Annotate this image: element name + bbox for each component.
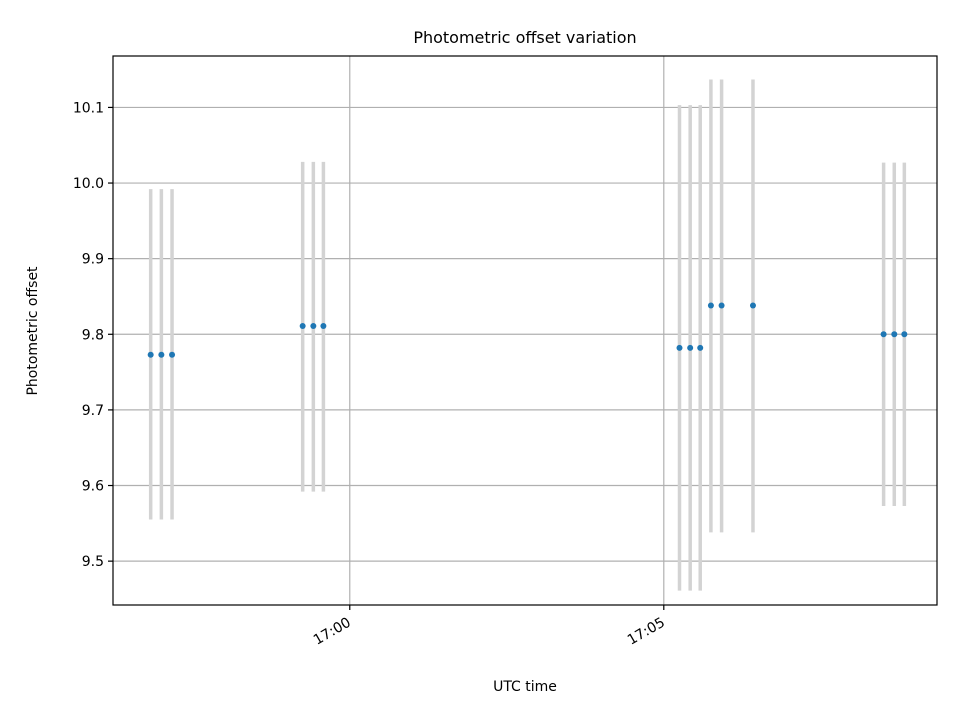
data-point — [891, 331, 898, 338]
data-point — [687, 344, 694, 351]
data-point — [901, 331, 908, 338]
data-point — [880, 331, 887, 338]
data-point — [310, 322, 317, 329]
data-point — [169, 351, 176, 358]
data-point — [707, 302, 714, 309]
data-point — [320, 322, 327, 329]
data-point — [158, 351, 165, 358]
chart-title: Photometric offset variation — [413, 28, 636, 47]
data-point — [299, 322, 306, 329]
data-point — [676, 344, 683, 351]
y-tick-label: 10.0 — [73, 176, 104, 192]
y-tick-label: 9.7 — [82, 403, 104, 419]
plot-frame — [112, 55, 938, 606]
data-points — [147, 302, 908, 358]
data-point — [749, 302, 756, 309]
y-tick-label: 9.5 — [82, 554, 104, 570]
y-axis: 9.5 9.6 9.7 9.8 9.9 10.0 10.1 — [73, 100, 113, 570]
y-tick-label: 10.1 — [73, 100, 104, 116]
y-axis-label: Photometric offset — [25, 266, 41, 396]
y-tick-label: 9.8 — [82, 327, 104, 343]
data-point — [697, 344, 704, 351]
y-tick-label: 9.9 — [82, 252, 104, 268]
data-point — [147, 351, 154, 358]
y-tick-label: 9.6 — [82, 479, 104, 495]
data-point — [718, 302, 725, 309]
grid — [113, 56, 937, 605]
x-axis-label: UTC time — [493, 679, 557, 695]
